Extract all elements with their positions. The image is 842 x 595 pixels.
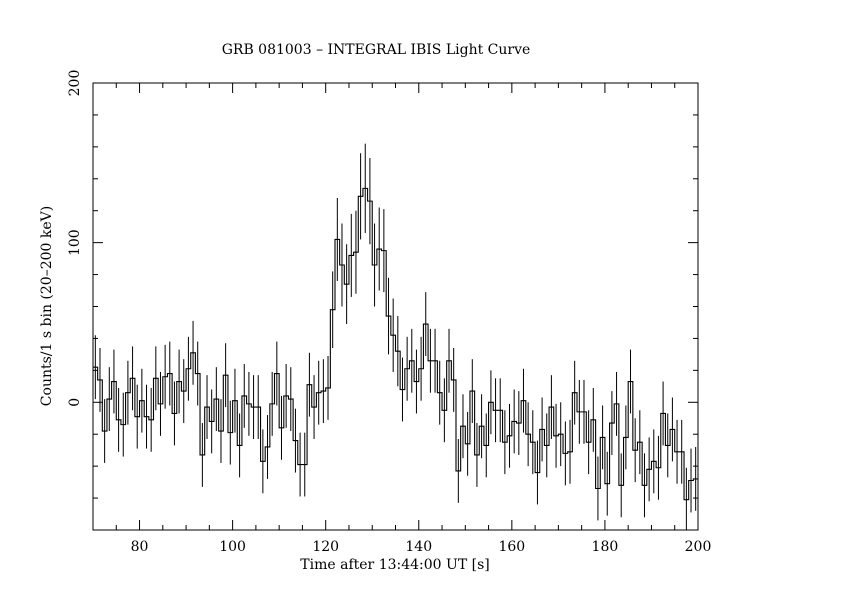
x-tick-label: 80 — [131, 539, 149, 555]
x-tick-label: 100 — [219, 539, 246, 555]
x-tick-label: 140 — [405, 539, 432, 555]
tick-labels: 80 100 120 140 160 180 200 0 100 200 — [67, 70, 711, 555]
x-tick-label: 180 — [592, 539, 619, 555]
y-axis-label: Counts/1 s bin (20–200 keV) — [39, 206, 55, 406]
axis-ticks — [92, 82, 699, 531]
x-tick-label: 200 — [685, 539, 712, 555]
chart-title: GRB 081003 – INTEGRAL IBIS Light Curve — [222, 42, 531, 58]
x-axis-label: Time after 13:44:00 UT [s] — [300, 557, 489, 573]
y-tick-label: 200 — [67, 70, 83, 97]
y-tick-label: 100 — [67, 229, 83, 256]
y-tick-label: 0 — [67, 398, 83, 407]
histogram-step-line — [93, 187, 698, 501]
x-tick-label: 160 — [498, 539, 525, 555]
light-curve-series — [93, 143, 698, 530]
x-tick-label: 120 — [312, 539, 339, 555]
